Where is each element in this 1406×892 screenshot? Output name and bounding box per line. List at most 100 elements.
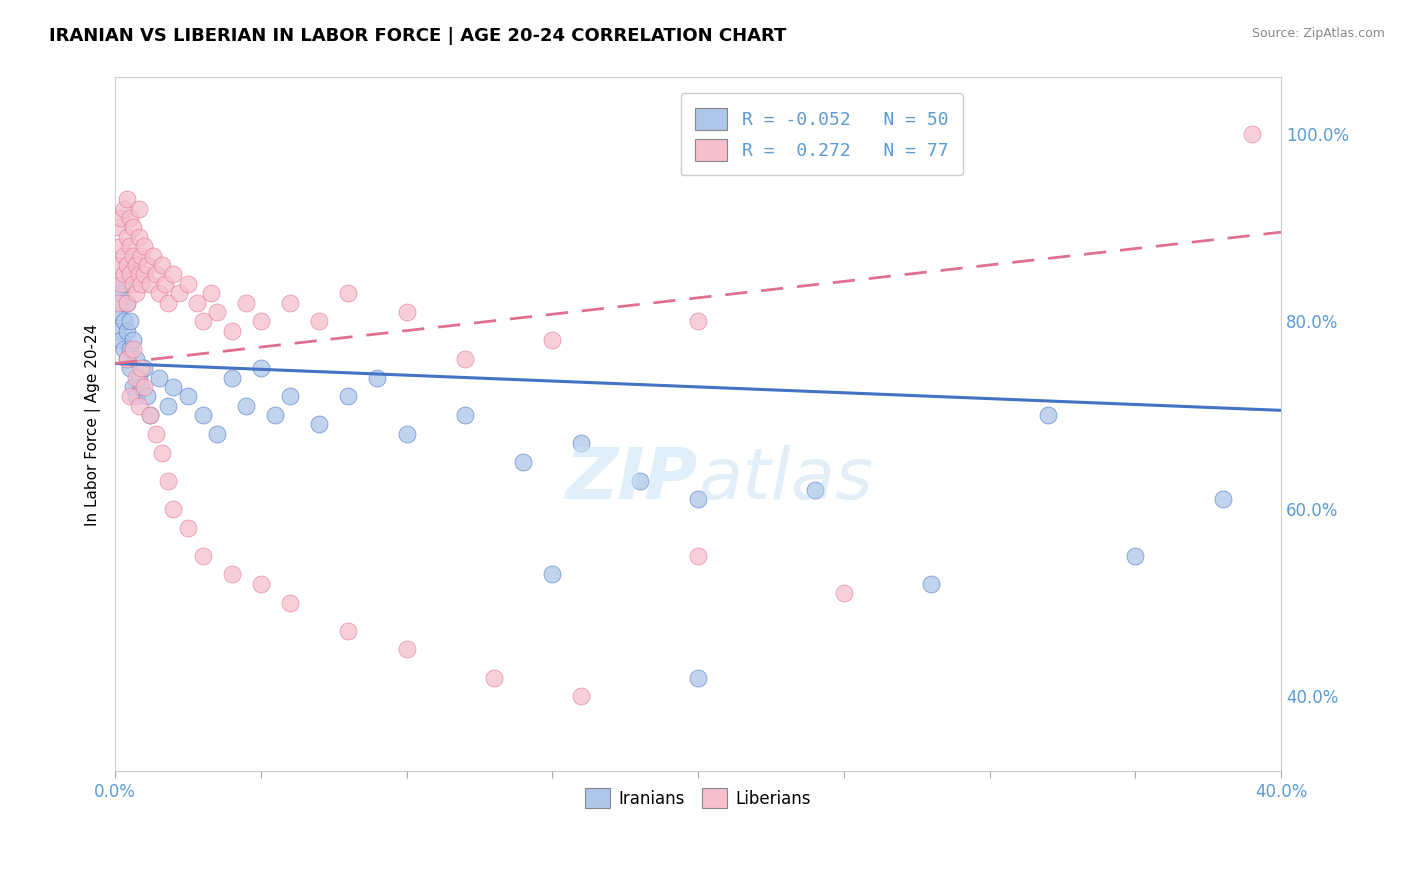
Text: IRANIAN VS LIBERIAN IN LABOR FORCE | AGE 20-24 CORRELATION CHART: IRANIAN VS LIBERIAN IN LABOR FORCE | AGE… — [49, 27, 786, 45]
Point — [169, 286, 191, 301]
Point — [118, 389, 141, 403]
Point — [454, 408, 477, 422]
Point — [134, 361, 156, 376]
Point — [121, 333, 143, 347]
Point — [205, 305, 228, 319]
Point — [177, 277, 200, 291]
Point — [308, 417, 330, 432]
Point — [110, 333, 132, 347]
Point — [1123, 549, 1146, 563]
Point — [482, 671, 505, 685]
Point — [136, 389, 159, 403]
Point — [156, 474, 179, 488]
Point — [121, 380, 143, 394]
Point — [205, 426, 228, 441]
Point — [107, 258, 129, 272]
Point — [134, 380, 156, 394]
Point — [153, 277, 176, 291]
Point — [200, 286, 222, 301]
Point — [337, 389, 360, 403]
Point — [145, 426, 167, 441]
Point — [112, 343, 135, 357]
Point — [686, 671, 709, 685]
Point — [145, 268, 167, 282]
Point — [191, 314, 214, 328]
Point — [110, 211, 132, 226]
Point — [107, 305, 129, 319]
Point — [308, 314, 330, 328]
Point — [541, 333, 564, 347]
Point — [131, 361, 153, 376]
Point — [118, 314, 141, 328]
Point — [628, 474, 651, 488]
Point — [221, 567, 243, 582]
Point — [803, 483, 825, 497]
Point — [1212, 492, 1234, 507]
Point — [124, 389, 146, 403]
Point — [115, 295, 138, 310]
Point — [1240, 127, 1263, 141]
Point — [156, 295, 179, 310]
Point — [128, 399, 150, 413]
Point — [128, 268, 150, 282]
Point — [121, 343, 143, 357]
Point — [115, 295, 138, 310]
Point — [571, 690, 593, 704]
Legend: Iranians, Liberians: Iranians, Liberians — [579, 781, 817, 815]
Point — [250, 577, 273, 591]
Point — [150, 258, 173, 272]
Point — [110, 286, 132, 301]
Point — [186, 295, 208, 310]
Point — [250, 314, 273, 328]
Point — [512, 455, 534, 469]
Point — [177, 389, 200, 403]
Point — [112, 249, 135, 263]
Point — [110, 239, 132, 253]
Point — [112, 314, 135, 328]
Point — [139, 408, 162, 422]
Text: ZIP: ZIP — [565, 445, 697, 515]
Point — [136, 258, 159, 272]
Point — [121, 277, 143, 291]
Point — [235, 399, 257, 413]
Point — [191, 408, 214, 422]
Point — [118, 211, 141, 226]
Point — [454, 351, 477, 366]
Point — [366, 370, 388, 384]
Point — [124, 370, 146, 384]
Point — [115, 192, 138, 206]
Point — [118, 361, 141, 376]
Point — [920, 577, 942, 591]
Point — [278, 596, 301, 610]
Point — [131, 249, 153, 263]
Point — [337, 624, 360, 638]
Point — [112, 277, 135, 291]
Point — [131, 380, 153, 394]
Point — [264, 408, 287, 422]
Point — [112, 202, 135, 216]
Text: atlas: atlas — [697, 445, 873, 515]
Point — [139, 408, 162, 422]
Point — [128, 370, 150, 384]
Point — [118, 268, 141, 282]
Point — [148, 286, 170, 301]
Point — [177, 520, 200, 534]
Point — [115, 230, 138, 244]
Point — [139, 277, 162, 291]
Point — [124, 258, 146, 272]
Point — [162, 501, 184, 516]
Point — [107, 220, 129, 235]
Point — [115, 258, 138, 272]
Text: Source: ZipAtlas.com: Source: ZipAtlas.com — [1251, 27, 1385, 40]
Point — [128, 202, 150, 216]
Point — [107, 324, 129, 338]
Point — [128, 230, 150, 244]
Point — [121, 220, 143, 235]
Point — [118, 239, 141, 253]
Point — [571, 436, 593, 450]
Point — [110, 277, 132, 291]
Point — [191, 549, 214, 563]
Point — [148, 370, 170, 384]
Point — [278, 389, 301, 403]
Point — [110, 295, 132, 310]
